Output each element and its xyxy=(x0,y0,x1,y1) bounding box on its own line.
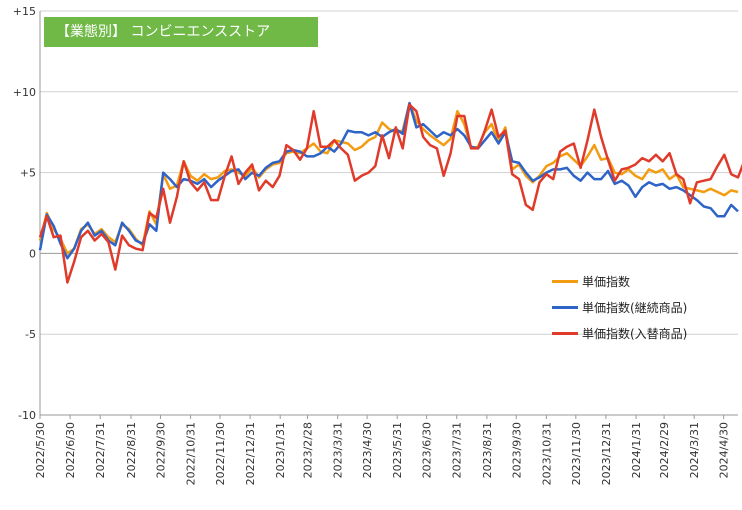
x-tick-label: 2023/4/30 xyxy=(361,422,374,478)
y-tick-label: -5 xyxy=(25,328,36,341)
x-tick-label: 2022/6/30 xyxy=(64,422,77,478)
x-tick-label: 2023/9/30 xyxy=(510,422,523,478)
x-tick-label: 2023/7/31 xyxy=(451,422,464,478)
x-axis-ticks: 2022/5/30 2022/6/30 2022/7/31 2022/8/31 2022… xyxy=(34,415,731,485)
legend-item-unit-price-index: 単価指数 xyxy=(552,268,738,294)
series-line-2 xyxy=(38,103,742,284)
x-tick-label: 2024/4/30 xyxy=(718,422,731,478)
x-tick-label: 2022/9/30 xyxy=(154,422,167,478)
legend-label: 単価指数(入替商品) xyxy=(582,326,688,341)
y-axis-ticks: -10 -5 0 +5 +10 +15 xyxy=(13,5,36,422)
x-tick-label: 2022/5/30 xyxy=(34,422,47,478)
series-line-0 xyxy=(38,101,739,255)
x-tick-label: 2022/7/31 xyxy=(94,422,107,478)
y-tick-label: +10 xyxy=(13,86,36,99)
legend: 単価指数 単価指数(継続商品) 単価指数(入替商品) xyxy=(552,268,738,346)
series-line-1 xyxy=(38,101,739,260)
legend-label: 単価指数 xyxy=(582,274,631,289)
x-tick-label: 2022/12/31 xyxy=(244,422,257,485)
legend-swatch-orange xyxy=(552,279,578,283)
legend-label: 単価指数(継続商品) xyxy=(582,300,688,315)
x-tick-label: 2024/3/31 xyxy=(688,422,701,478)
x-tick-label: 2023/3/31 xyxy=(332,422,345,478)
chart-title: 【業態別】 コンビニエンスストア xyxy=(44,17,318,47)
x-tick-label: 2022/8/31 xyxy=(125,422,138,478)
y-tick-label: +15 xyxy=(13,5,36,18)
x-tick-label: 2023/8/31 xyxy=(481,422,494,478)
y-tick-label: 0 xyxy=(29,247,36,260)
legend-item-replacement-products: 単価指数(入替商品) xyxy=(552,320,738,346)
x-tick-label: 2023/5/31 xyxy=(391,422,404,478)
x-tick-label: 2023/10/31 xyxy=(540,422,553,485)
legend-swatch-red xyxy=(552,331,578,335)
grid-lines xyxy=(39,10,738,416)
legend-item-continuing-products: 単価指数(継続商品) xyxy=(552,294,738,320)
y-tick-label: +5 xyxy=(20,167,36,180)
x-tick-label: 2023/11/30 xyxy=(570,422,583,485)
x-tick-label: 2024/2/29 xyxy=(658,422,671,478)
y-tick-label: -10 xyxy=(18,409,36,422)
legend-swatch-blue xyxy=(552,305,578,309)
x-tick-label: 2023/12/31 xyxy=(600,422,613,485)
x-tick-label: 2023/2/28 xyxy=(302,422,315,478)
series-lines xyxy=(38,101,742,284)
x-tick-label: 2023/6/30 xyxy=(421,422,434,478)
x-tick-label: 2024/1/31 xyxy=(630,422,643,478)
x-tick-label: 2022/10/31 xyxy=(185,422,198,485)
x-tick-label: 2023/1/31 xyxy=(274,422,287,478)
x-tick-label: 2022/11/30 xyxy=(214,422,227,485)
